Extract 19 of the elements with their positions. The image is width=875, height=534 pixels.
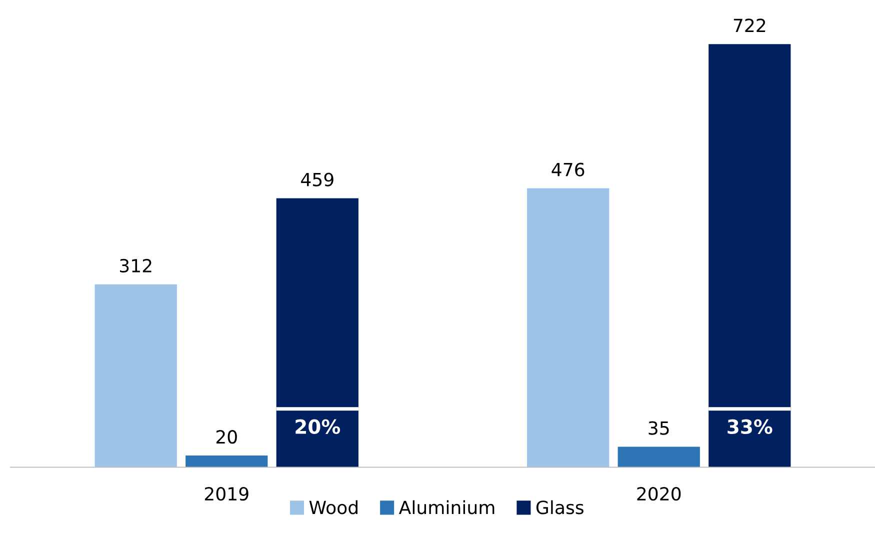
annotation: 20% — [296, 419, 340, 434]
x-tick-label: 2019 — [204, 487, 248, 501]
bar — [186, 456, 268, 468]
bar — [276, 198, 358, 468]
bar — [708, 44, 791, 468]
legend-label: Wood — [309, 500, 358, 514]
data-label: 476 — [552, 162, 584, 176]
data-label: 312 — [120, 258, 152, 273]
bar — [527, 188, 610, 468]
data-label: 722 — [734, 18, 766, 32]
x-tick-label: 2020 — [637, 487, 681, 501]
legend-label: Aluminium — [398, 500, 494, 514]
bar — [94, 284, 177, 468]
data-label: 35 — [648, 421, 669, 435]
bar — [618, 446, 700, 468]
data-label: 20 — [216, 430, 237, 444]
data-label: 459 — [301, 172, 334, 186]
legend-label: Glass — [536, 500, 584, 514]
annotation: 33% — [728, 419, 772, 434]
